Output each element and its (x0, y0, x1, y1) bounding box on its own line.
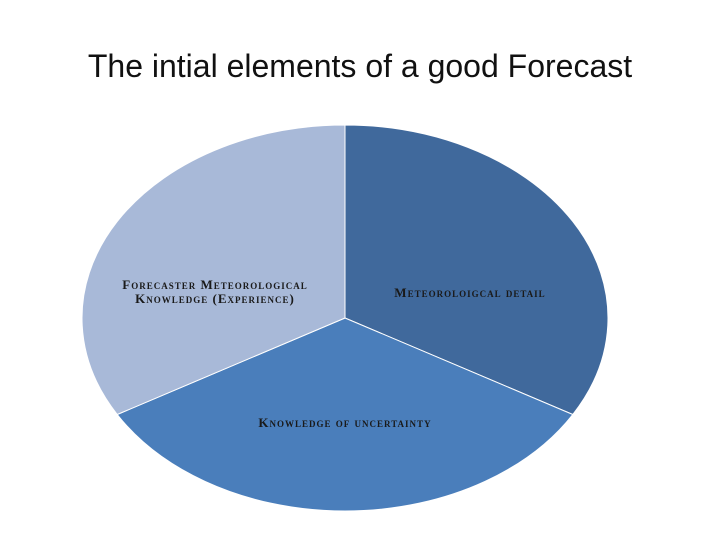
pie-slice (116, 317, 574, 512)
slide-title: The intial elements of a good Forecast (87, 48, 633, 84)
slice-label: Knowledge of uncertainty (258, 415, 432, 430)
pie-slice (344, 124, 609, 416)
pie-slice (81, 124, 346, 416)
slice-label: Forecaster Meteorological Knowledge (Exp… (122, 277, 308, 306)
slice-label: Meteoroloigcal detail (394, 285, 546, 300)
